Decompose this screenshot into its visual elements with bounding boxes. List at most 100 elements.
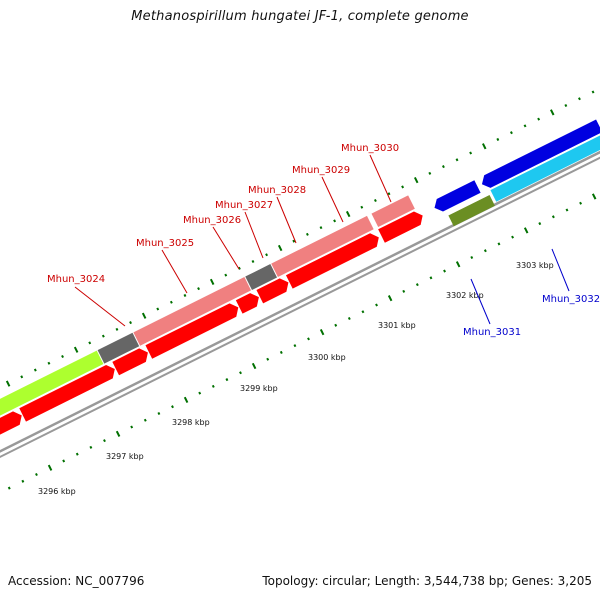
- gene-label: Mhun_3027: [215, 200, 273, 211]
- topology-text: Topology: circular;: [262, 574, 371, 588]
- inner-tick-mark: [89, 445, 93, 449]
- forward-cds-arrow: [112, 348, 148, 376]
- gene-feature-bar: [133, 276, 252, 346]
- scale-tick-label: 3297 kbp: [106, 452, 144, 461]
- inner-tick-mark: [307, 337, 310, 341]
- scale-tick-label: 3303 kbp: [516, 261, 554, 270]
- inner-tick-mark: [511, 235, 514, 239]
- forward-cds-arrow: [378, 211, 423, 243]
- forward-cds-arrow: [256, 278, 289, 304]
- outer-tick-mark: [469, 151, 473, 155]
- outer-tick-mark: [373, 198, 377, 203]
- reverse-feature-bar: [490, 135, 600, 202]
- outer-tick-mark: [156, 307, 160, 311]
- inner-tick-mark: [402, 289, 406, 293]
- outer-tick-mark: [305, 232, 309, 236]
- genes-count-text: Genes: 3,205: [511, 574, 592, 588]
- outer-tick-mark: [455, 158, 459, 162]
- outer-tick-mark: [537, 117, 541, 121]
- outer-tick-mark: [61, 354, 64, 359]
- backbone-shadow-line: [0, 156, 600, 459]
- scale-tick-label: 3302 kbp: [446, 291, 484, 300]
- inner-tick-mark: [334, 323, 338, 327]
- inner-tick-mark: [470, 255, 474, 260]
- outer-tick-mark: [265, 253, 269, 257]
- gene-leader-line: [74, 286, 126, 327]
- gene-label: Mhun_3025: [136, 238, 194, 249]
- outer-tick-mark: [345, 210, 351, 218]
- gene-leader-line: [161, 249, 188, 294]
- inner-tick-mark: [103, 439, 106, 443]
- inner-tick-mark: [62, 459, 66, 463]
- gene-label: Mhun_3028: [248, 185, 306, 196]
- gene-label: Mhun_3024: [47, 274, 105, 285]
- gene-leader-line: [212, 226, 240, 270]
- inner-tick-mark: [143, 418, 147, 422]
- rna-feature-bar: [245, 264, 278, 290]
- map-title: Methanospirillum hungatei JF-1, complete…: [131, 9, 469, 24]
- outer-tick-mark: [578, 97, 581, 101]
- forward-cds-arrow: [19, 364, 115, 422]
- outer-tick-mark: [197, 287, 200, 291]
- gene-leader-line: [276, 196, 297, 244]
- outer-tick-mark: [428, 171, 432, 175]
- outer-tick-mark: [88, 341, 92, 345]
- gene-feature-bar: [371, 195, 415, 228]
- inner-tick-mark: [157, 411, 161, 415]
- scale-tick-label: 3296 kbp: [38, 487, 76, 496]
- reverse-cds-arrow: [434, 180, 481, 212]
- accession-info: Accession: NC_007796: [8, 574, 144, 588]
- gene-label: Mhun_3031: [463, 327, 521, 338]
- accession-value: NC_007796: [75, 574, 145, 588]
- outer-tick-mark: [591, 90, 595, 94]
- gene-leader-line: [470, 278, 491, 325]
- inner-tick-mark: [47, 464, 53, 471]
- forward-cds-arrow: [235, 293, 259, 314]
- inner-tick-mark: [115, 430, 121, 437]
- outer-tick-mark: [292, 239, 296, 243]
- outer-tick-mark: [413, 177, 419, 184]
- outer-tick-mark: [496, 137, 500, 141]
- accession-label: Accession:: [8, 574, 72, 588]
- inner-tick-mark: [319, 328, 325, 336]
- gene-feature-bar: [271, 215, 374, 278]
- inner-tick-mark: [35, 472, 38, 477]
- outer-tick-mark: [251, 260, 255, 264]
- length-text: Length: 3,544,738 bp;: [374, 574, 509, 588]
- inner-tick-mark: [266, 357, 270, 361]
- reverse-cds-arrow: [481, 119, 600, 188]
- inner-tick-mark: [415, 283, 419, 287]
- inner-tick-mark: [293, 344, 297, 348]
- outer-tick-mark: [523, 124, 527, 128]
- gene-leader-line: [551, 248, 570, 292]
- gene-leader-line: [369, 154, 392, 203]
- inner-tick-mark: [279, 350, 283, 354]
- inner-tick-mark: [565, 208, 569, 212]
- outer-tick-mark: [141, 312, 147, 319]
- forward-cds-arrow: [145, 303, 239, 359]
- outer-tick-mark: [550, 109, 555, 116]
- inner-tick-mark: [523, 227, 529, 234]
- outer-tick-mark: [510, 131, 513, 135]
- inner-tick-mark: [183, 396, 189, 404]
- inner-tick-mark: [497, 242, 501, 246]
- backbone-line: [0, 150, 600, 453]
- inner-tick-mark: [171, 405, 174, 409]
- inner-tick-mark: [551, 215, 555, 219]
- outer-tick-mark: [319, 226, 323, 230]
- inner-tick-mark: [387, 295, 393, 302]
- outer-tick-mark: [387, 192, 391, 196]
- inner-tick-mark: [361, 310, 365, 314]
- inner-tick-mark: [455, 261, 461, 268]
- gene-label: Mhun_3029: [292, 165, 350, 176]
- outer-tick-mark: [209, 278, 215, 286]
- outer-tick-mark: [441, 165, 445, 169]
- misc-feature-bar: [448, 194, 495, 227]
- inner-tick-mark: [211, 384, 215, 388]
- inner-tick-mark: [375, 303, 378, 307]
- gene-leader-line: [321, 176, 344, 223]
- gene-leader-line: [244, 211, 264, 259]
- outer-tick-mark: [277, 244, 283, 252]
- outer-tick-mark: [5, 380, 11, 387]
